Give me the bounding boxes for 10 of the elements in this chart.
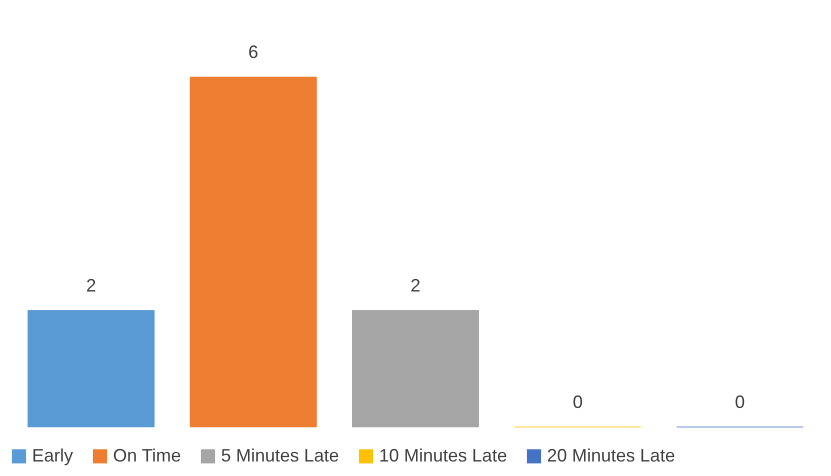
legend-label: Early <box>32 445 74 466</box>
legend-label: On Time <box>113 445 182 466</box>
legend-label: 20 Minutes Late <box>547 445 676 466</box>
data-label: 6 <box>248 42 258 62</box>
data-label: 2 <box>410 275 421 296</box>
legend-label: 10 Minutes Late <box>379 445 508 466</box>
data-label: 2 <box>86 275 96 296</box>
data-label: 0 <box>572 392 583 412</box>
legend-label: 5 Minutes Late <box>221 445 340 466</box>
data-label: 0 <box>734 392 745 412</box>
